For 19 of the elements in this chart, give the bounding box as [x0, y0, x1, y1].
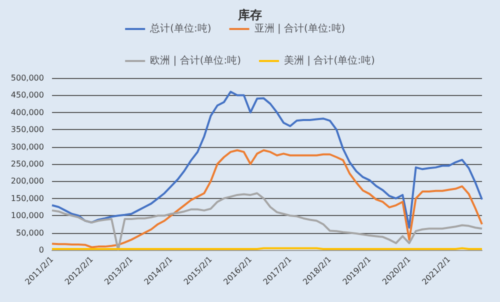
y-tick-label: 250,000 — [10, 160, 44, 168]
line-series — [51, 149, 483, 248]
y-tick-label: 100,000 — [10, 211, 44, 220]
legend-label: 亚洲 | 合计(单位:吨) — [254, 22, 346, 34]
legend-label: 总计(单位:吨) — [149, 22, 212, 34]
legend-label: 欧洲 | 合计(单位:吨) — [150, 54, 242, 66]
y-tick-label: 0 — [38, 246, 44, 254]
y-tick-label: 50,000 — [16, 228, 44, 238]
legend-label: 美洲 | 合计(单位:吨) — [284, 54, 375, 66]
line-series — [51, 192, 483, 251]
y-tick-label: 200,000 — [10, 176, 44, 186]
y-tick-label: 150,000 — [10, 194, 44, 203]
y-tick-label: 450,000 — [10, 90, 44, 100]
chart-title: 库存 — [237, 8, 262, 22]
y-tick-label: 500,000 — [10, 74, 44, 82]
y-tick-label: 300,000 — [10, 142, 44, 152]
line-series — [51, 90, 483, 229]
y-tick-label: 350,000 — [10, 125, 44, 134]
y-tick-label: 400,000 — [10, 108, 44, 117]
